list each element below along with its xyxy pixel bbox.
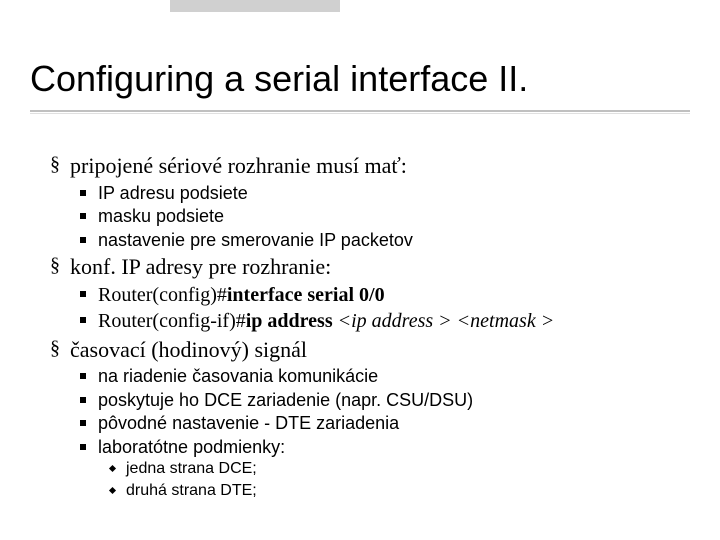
slide: Configuring a serial interface II. pripo… <box>0 0 720 540</box>
cli-prompt: Router(config-if)# <box>98 310 246 332</box>
bullet-lvl2: poskytuje ho DCE zariadenie (napr. CSU/D… <box>80 389 680 412</box>
slide-body: pripojené sériové rozhranie musí mať: IP… <box>50 150 680 503</box>
decorative-top-bar <box>170 0 340 12</box>
bullet-lvl2: pôvodné nastavenie - DTE zariadenia <box>80 412 680 435</box>
bullet-lvl1: časovací (hodinový) signál <box>50 336 680 364</box>
title-underline-shadow <box>30 113 690 114</box>
bullet-lvl2: nastavenie pre smerovanie IP packetov <box>80 229 680 252</box>
cli-command: ip address <box>246 310 333 332</box>
title-underline <box>30 110 690 112</box>
bullet-lvl3: jedna strana DCE; <box>110 459 680 480</box>
cli-command: interface serial 0/0 <box>227 284 385 306</box>
bullet-lvl2: IP adresu podsiete <box>80 182 680 205</box>
bullet-lvl2-command: Router(config)#interface serial 0/0 <box>80 283 680 308</box>
cli-prompt: Router(config)# <box>98 284 227 306</box>
bullet-lvl2: na riadenie časovania komunikácie <box>80 365 680 388</box>
cli-arg: <ip address > <box>338 310 452 332</box>
bullet-lvl1: konf. IP adresy pre rozhranie: <box>50 253 680 281</box>
bullet-lvl1: pripojené sériové rozhranie musí mať: <box>50 152 680 180</box>
bullet-lvl2-command: Router(config-if)#ip address <ip address… <box>80 309 680 334</box>
bullet-lvl3: druhá strana DTE; <box>110 481 680 502</box>
slide-title: Configuring a serial interface II. <box>30 58 528 100</box>
bullet-lvl2: masku podsiete <box>80 205 680 228</box>
cli-arg: <netmask > <box>457 310 555 332</box>
bullet-lvl2: laboratótne podmienky: <box>80 436 680 459</box>
